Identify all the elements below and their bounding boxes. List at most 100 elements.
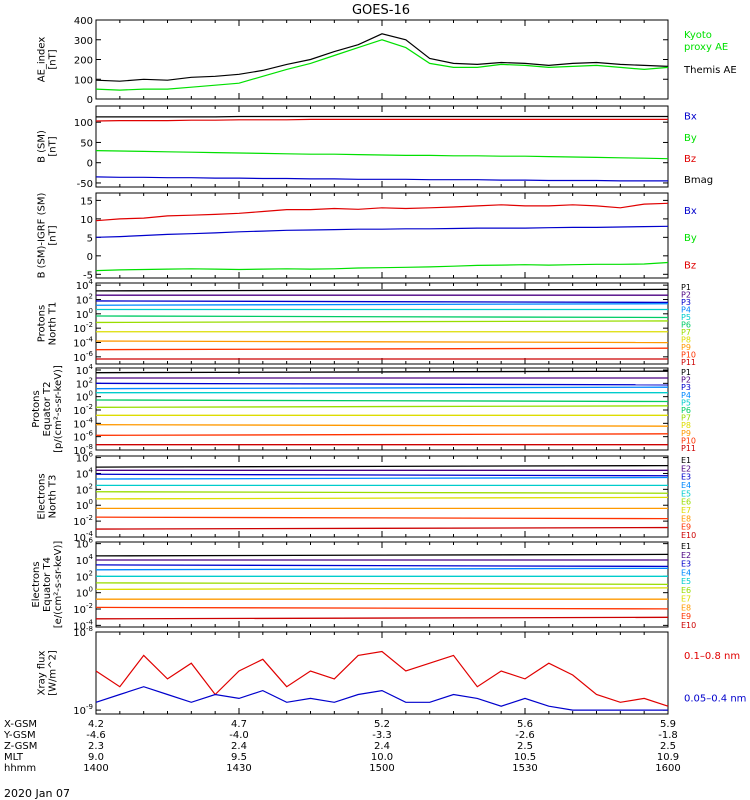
panel-bigrf: -5 0 5 10 15 B (SM)-IGRF (SM) [nT] Bx By Bz xyxy=(37,192,697,281)
x-axis-row-label: X-GSM xyxy=(4,719,37,730)
channel-label: E2 xyxy=(681,551,691,560)
channel-label: E9 xyxy=(681,612,691,621)
channel-label: P6 xyxy=(681,406,691,415)
channel-label: E10 xyxy=(681,531,696,540)
x-axis-row-label: hhmm xyxy=(4,763,36,774)
flux-channel-line xyxy=(95,405,669,408)
panel-frame xyxy=(95,455,669,538)
flux-channel-line xyxy=(95,491,669,494)
y-axis-label: B (SM) xyxy=(37,130,48,163)
channel-label: P9 xyxy=(681,429,691,438)
y-tick-label: 100 xyxy=(76,307,93,321)
panel-xray: 10-8 10-9 Xray flux [W/m^2] 0.1–0.8 nm 0.05–0… xyxy=(37,625,747,717)
y-tick-label: 400 xyxy=(74,16,93,27)
flux-channel-line xyxy=(95,473,669,477)
channel-label: E7 xyxy=(681,506,691,515)
x-axis-value: 2.5 xyxy=(517,741,533,752)
x-axis-value: 10.5 xyxy=(514,752,536,763)
y-axis-label: [nT] xyxy=(48,136,59,156)
y-tick-label: 10-8 xyxy=(73,625,93,639)
channel-label: P8 xyxy=(681,336,691,345)
legend-entry: By xyxy=(684,233,697,244)
legend-entry: Bx xyxy=(684,112,697,123)
channel-label: P5 xyxy=(681,398,691,407)
y-tick-label: 10 xyxy=(80,215,93,226)
y-tick-label: 10-4 xyxy=(73,416,93,430)
flux-channel-line xyxy=(95,386,669,390)
channel-label: P7 xyxy=(681,414,691,423)
y-tick-label: 0 xyxy=(87,159,93,170)
channel-label: E1 xyxy=(681,456,691,465)
x-axis-value: 9.0 xyxy=(88,752,104,763)
x-axis-value: 9.5 xyxy=(231,752,247,763)
x-axis-value: -1.8 xyxy=(658,730,678,741)
y-tick-label: 102 xyxy=(76,482,93,496)
channel-label: E6 xyxy=(681,498,691,507)
channel-label: P10 xyxy=(681,436,696,445)
channel-label: P4 xyxy=(681,391,691,400)
x-axis-row-label: MLT xyxy=(4,752,24,763)
y-tick-label: 10-2 xyxy=(73,321,93,335)
channel-label: E8 xyxy=(681,514,691,523)
x-axis-value: 10.9 xyxy=(657,752,679,763)
y-tick-label: 104 xyxy=(76,466,94,480)
y-tick-label: 102 xyxy=(76,569,93,583)
channel-label: E7 xyxy=(681,595,691,604)
legend-entry: Kyoto xyxy=(684,30,712,41)
x-axis-value: 2.3 xyxy=(88,741,104,752)
y-tick-label: 100 xyxy=(76,498,93,512)
channel-label: E9 xyxy=(681,523,691,532)
x-axis-value: 2.4 xyxy=(374,741,390,752)
channel-label: P2 xyxy=(681,376,691,385)
flux-channel-line xyxy=(95,340,669,344)
y-tick-label: 102 xyxy=(76,292,93,306)
flux-channel-line xyxy=(95,567,669,571)
legend-entry: Bz xyxy=(684,154,696,165)
series-line xyxy=(95,176,668,182)
flux-channel-line xyxy=(95,564,669,568)
y-axis-label: [e/(cm²-s-sr-keV)] xyxy=(53,541,64,629)
channel-label: E8 xyxy=(681,603,691,612)
x-axis-value: 1600 xyxy=(655,763,680,774)
channel-label: E4 xyxy=(681,481,691,490)
panel-frame xyxy=(95,105,669,188)
y-axis-label: North T1 xyxy=(48,302,59,346)
series-line xyxy=(95,686,668,711)
x-axis-value: 1500 xyxy=(369,763,394,774)
flux-channel-line xyxy=(95,320,669,324)
x-axis-value: 1400 xyxy=(83,763,108,774)
channel-label: P2 xyxy=(681,291,691,300)
y-axis-label: Equator T4 xyxy=(42,557,53,612)
y-axis-label: [W/m^2] xyxy=(48,650,59,696)
channel-label: E1 xyxy=(681,542,691,551)
legend-entry: Bmag xyxy=(684,175,713,186)
y-tick-label: 106 xyxy=(76,537,94,551)
flux-channel-line xyxy=(95,526,669,530)
flux-channel-line xyxy=(95,516,669,520)
channel-label: P11 xyxy=(681,444,696,453)
y-tick-label: 300 xyxy=(74,36,93,47)
channel-label: P10 xyxy=(681,351,696,360)
plot-title: GOES-16 xyxy=(352,3,410,18)
legend-entry: Bz xyxy=(684,260,696,271)
flux-channel-line xyxy=(95,347,669,351)
channel-label: P3 xyxy=(681,298,691,307)
x-axis-value: 4.7 xyxy=(231,719,247,730)
channel-label: E2 xyxy=(681,464,691,473)
x-axis-value: 2.5 xyxy=(660,741,676,752)
channel-label: P9 xyxy=(681,343,691,352)
series-line xyxy=(95,39,669,91)
y-tick-label: 10-6 xyxy=(73,350,93,364)
y-tick-label: 5 xyxy=(87,233,93,244)
x-axis-value: 5.6 xyxy=(517,719,533,730)
y-axis-label: Xray flux xyxy=(37,651,48,696)
y-tick-label: 10-9 xyxy=(73,703,93,717)
flux-channel-line xyxy=(95,424,669,427)
panel-frame xyxy=(95,19,669,100)
x-axis-value: 1530 xyxy=(512,763,537,774)
